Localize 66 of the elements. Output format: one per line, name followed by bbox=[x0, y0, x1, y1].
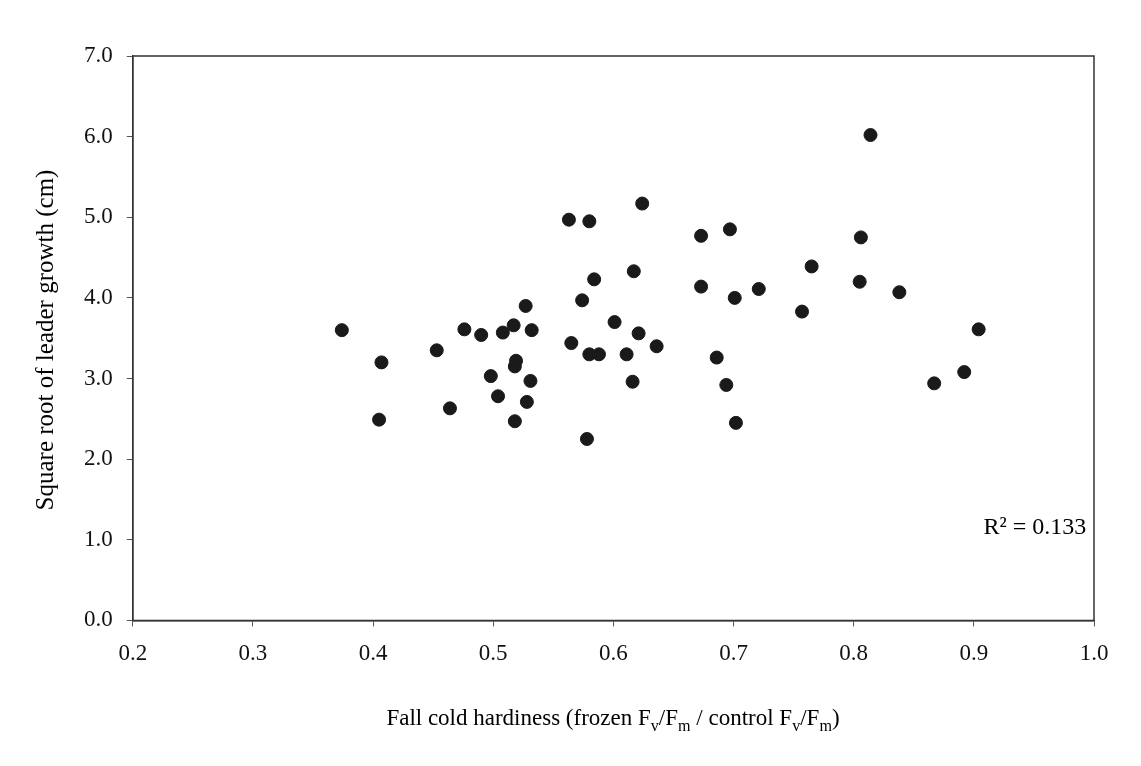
point bbox=[524, 323, 539, 338]
point bbox=[853, 230, 868, 245]
point bbox=[625, 374, 640, 389]
point bbox=[635, 196, 650, 211]
point bbox=[719, 377, 734, 392]
point bbox=[694, 228, 709, 243]
point bbox=[631, 326, 646, 341]
annotation: R² = 0.133 bbox=[983, 513, 1087, 541]
point bbox=[457, 322, 472, 337]
point bbox=[491, 389, 506, 404]
point bbox=[728, 415, 743, 430]
point bbox=[722, 222, 737, 237]
point bbox=[795, 304, 810, 319]
point bbox=[619, 347, 634, 362]
x-tick-label: 0.9 bbox=[959, 640, 989, 666]
x-tick-label: 0.5 bbox=[478, 640, 508, 666]
x-tick-label: 0.2 bbox=[118, 640, 148, 666]
y-axis-title: Square root of leader growth (cm) bbox=[31, 169, 59, 511]
point bbox=[575, 293, 590, 308]
point bbox=[474, 327, 489, 342]
point bbox=[561, 212, 576, 227]
x-tick-label: 0.6 bbox=[599, 640, 628, 666]
point bbox=[374, 355, 389, 370]
point bbox=[971, 322, 986, 337]
y-tick-label: 3.0 bbox=[84, 364, 113, 390]
x-tick-label: 1.0 bbox=[1079, 640, 1109, 666]
x-tick-label: 0.8 bbox=[839, 640, 869, 666]
point bbox=[582, 214, 597, 229]
point bbox=[649, 339, 664, 354]
point bbox=[804, 259, 819, 274]
point bbox=[927, 376, 942, 391]
y-tick-label: 0.0 bbox=[84, 606, 113, 632]
point bbox=[863, 128, 878, 143]
point bbox=[892, 285, 907, 300]
point bbox=[506, 318, 521, 333]
point bbox=[579, 431, 594, 446]
y-tick-label: 7.0 bbox=[84, 42, 113, 68]
point bbox=[518, 298, 533, 313]
point bbox=[727, 290, 742, 305]
point bbox=[751, 282, 766, 297]
x-tick-label: 0.3 bbox=[238, 640, 268, 666]
x-tick-label: 0.4 bbox=[358, 640, 388, 666]
y-tick-label: 6.0 bbox=[84, 122, 113, 148]
point bbox=[507, 414, 522, 429]
point bbox=[372, 412, 387, 427]
point bbox=[483, 369, 498, 384]
text: Fall cold hardiness (frozen F$_{v}$/F$_{m}$ / control F$_{v}$/F$_{m}$) bbox=[386, 705, 840, 734]
point bbox=[564, 336, 579, 351]
y-tick-label: 1.0 bbox=[84, 525, 113, 551]
point bbox=[607, 315, 622, 330]
point bbox=[709, 350, 724, 365]
y-tick-label: 5.0 bbox=[84, 203, 113, 229]
point bbox=[957, 365, 972, 380]
point bbox=[626, 264, 641, 279]
point bbox=[519, 394, 534, 409]
y-tick-label: 4.0 bbox=[84, 283, 113, 309]
point bbox=[852, 274, 867, 289]
point bbox=[442, 401, 457, 416]
point bbox=[495, 325, 510, 340]
point bbox=[523, 373, 538, 388]
point bbox=[587, 272, 602, 287]
x-tick-label: 0.7 bbox=[719, 640, 748, 666]
point bbox=[334, 323, 349, 338]
point bbox=[429, 343, 444, 358]
point bbox=[694, 279, 709, 294]
y-tick-label: 2.0 bbox=[84, 445, 113, 471]
